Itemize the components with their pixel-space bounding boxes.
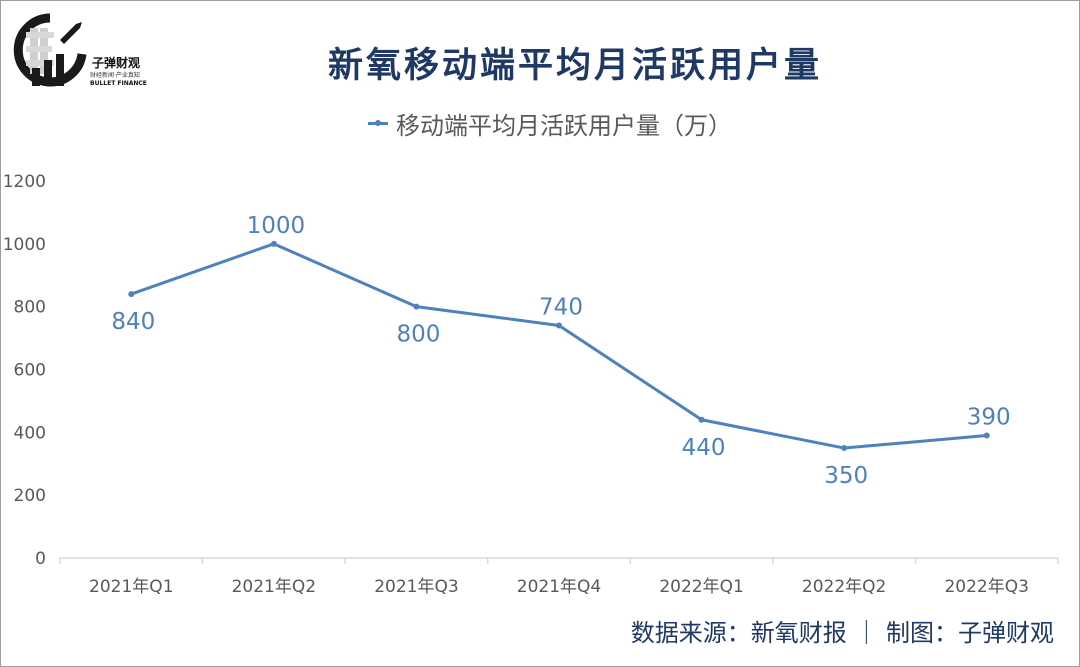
data-point (270, 240, 277, 247)
data-point (841, 445, 848, 452)
data-label: 740 (539, 295, 583, 321)
data-point (413, 303, 420, 310)
data-point (698, 416, 705, 423)
x-tick-label: 2021年Q1 (89, 577, 173, 597)
series-line (130, 242, 987, 450)
data-label: 390 (967, 404, 1011, 430)
data-point (983, 432, 990, 439)
logo-slogan: 财经新闻·产业真知 (90, 72, 140, 79)
y-tick-label: 800 (14, 298, 46, 318)
x-tick-label: 2021年Q3 (374, 577, 458, 597)
y-tick-label: 600 (14, 361, 46, 381)
x-tick-label: 2021年Q4 (517, 577, 601, 597)
logo-name: 子弹财观 (92, 56, 141, 70)
data-label: 800 (396, 322, 440, 348)
y-tick-label: 400 (14, 423, 46, 443)
legend: 移动端平均月活跃用户量（万） (368, 107, 732, 140)
data-label: 840 (111, 309, 155, 335)
data-point (556, 322, 562, 329)
logo: 子弹财观 财经新闻·产业真知 BULLET FINANCE (10, 10, 160, 90)
bitcoin-bullet-logo-icon (13, 13, 87, 87)
chart-title: 新氧移动端平均月活跃用户量 (327, 46, 822, 86)
y-tick-label: 0 (35, 549, 46, 569)
y-tick-label: 1200 (3, 172, 46, 192)
logo-english-name: BULLET FINANCE (90, 80, 147, 87)
data-point (128, 291, 135, 298)
source-footer: 数据来源：新氧财报 ｜ 制图：子弹财观 (630, 619, 1054, 647)
data-label: 440 (682, 435, 726, 461)
legend-series-name: 移动端平均月活跃用户量（万） (396, 111, 732, 140)
data-label: 350 (824, 463, 868, 489)
y-tick-label: 200 (14, 486, 46, 506)
data-label: 1000 (247, 213, 306, 239)
x-tick-label: 2022年Q2 (802, 577, 886, 597)
y-tick-label: 1000 (3, 235, 46, 255)
legend-line-marker-icon (368, 119, 388, 126)
x-tick-label: 2022年Q1 (659, 577, 743, 597)
x-tick-label: 2021年Q2 (232, 577, 316, 597)
x-tick-label: 2022年Q3 (944, 577, 1028, 597)
